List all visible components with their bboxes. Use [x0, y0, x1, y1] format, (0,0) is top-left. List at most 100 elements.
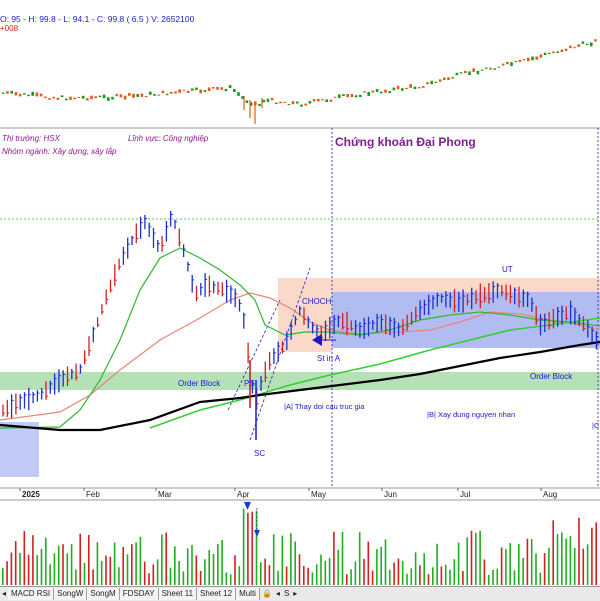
volume-bar [591, 527, 593, 585]
tab-sort-icon[interactable]: S [283, 589, 290, 598]
group-label: Nhóm ngành: Xây dựng, xây lắp [2, 147, 117, 156]
top-candle [577, 44, 580, 47]
top-candle [346, 94, 349, 98]
tab-songw[interactable]: SongW [54, 588, 88, 600]
resistance-zone [278, 278, 600, 292]
volume-bar [556, 534, 559, 585]
channel-line-2 [249, 267, 311, 441]
volume-bar [561, 532, 563, 585]
volume-bar [53, 553, 56, 585]
top-candle [94, 96, 97, 99]
volume-bar [410, 568, 413, 585]
volume-bar [186, 548, 189, 585]
tab-sheet-12[interactable]: Sheet 12 [197, 588, 237, 600]
volume-bar [573, 547, 576, 585]
top-candle [287, 104, 291, 106]
volume-bar [70, 544, 73, 585]
top-candle [338, 94, 341, 98]
volume-bar [45, 537, 47, 585]
top-candle [506, 61, 509, 65]
top-candle [123, 95, 127, 100]
tab-prev-icon[interactable]: ◂ [275, 589, 280, 598]
volume-bar [62, 544, 64, 585]
volume-bar [384, 539, 387, 585]
top-candle [233, 89, 236, 92]
tab-macd-rsi[interactable]: MACD RSI [8, 588, 55, 600]
top-candle [312, 99, 316, 102]
volume-bar [272, 534, 275, 585]
volume-bar [350, 569, 352, 585]
volume-bar [49, 564, 51, 585]
top-candle [371, 90, 375, 93]
volume-bar [376, 549, 378, 585]
top-candle [594, 39, 597, 42]
top-candle [14, 92, 18, 96]
top-candle [39, 93, 43, 97]
top-candle [367, 92, 370, 96]
top-candle [585, 43, 589, 45]
ut-label: UT [502, 265, 513, 274]
tab-next-icon[interactable]: ▸ [293, 589, 298, 598]
lock-icon[interactable]: 🔒 [261, 589, 272, 598]
top-candle [514, 60, 517, 63]
order-block-left-label: Order Block [178, 379, 221, 388]
top-candle [518, 59, 522, 62]
top-candle [443, 77, 446, 81]
top-candle [69, 96, 72, 100]
sheet-tab-bar: ◂ MACD RSI SongW SongM FDSDAY Sheet 11 S… [0, 586, 600, 601]
top-candle [207, 87, 211, 91]
volume-bar [204, 559, 206, 585]
volume-bar [539, 572, 542, 585]
top-candle [132, 93, 135, 98]
volume-bar [358, 532, 361, 585]
volume-bar [535, 553, 537, 585]
top-candle [417, 87, 421, 89]
top-candle [380, 91, 383, 94]
volume-bar [6, 561, 8, 585]
tab-scroll-left-icon[interactable]: ◂ [2, 589, 7, 598]
volume-bar [268, 565, 271, 585]
tab-sheet-11[interactable]: Sheet 11 [158, 588, 198, 600]
ma-lime-line [149, 317, 600, 429]
top-panel: O: 95 - H: 99.8 - L: 94.1 - C: 99.8 ( 6.… [0, 14, 597, 124]
top-candle [590, 42, 593, 47]
phase-b-label: |B| Xay dung nguyen nhan [427, 410, 515, 419]
top-candle [249, 102, 253, 106]
volume-bar [105, 555, 107, 585]
top-candle [342, 94, 345, 96]
volume-bar [522, 558, 524, 585]
tab-multi[interactable]: Multi [236, 588, 260, 600]
volume-bar [143, 561, 146, 585]
top-candle [161, 90, 165, 94]
top-candle [291, 101, 295, 105]
top-candle [401, 88, 404, 91]
top-candle [409, 84, 412, 88]
volume-bar [367, 541, 370, 585]
top-candle [392, 87, 396, 91]
top-candle [325, 99, 328, 103]
volume-bar [217, 544, 219, 585]
tab-songm[interactable]: SongM [87, 588, 120, 600]
top-candle [275, 102, 278, 105]
volume-bar [303, 566, 305, 585]
top-candle [426, 82, 429, 85]
top-candle [186, 90, 190, 93]
top-candle [405, 87, 408, 90]
volume-bar [19, 553, 21, 585]
volume-bar [260, 562, 262, 585]
volume-bar [509, 543, 511, 585]
x-tick-label: Mar [158, 490, 172, 499]
top-candle [153, 94, 156, 96]
top-candle [581, 41, 585, 44]
top-candle [195, 87, 198, 90]
tab-fdsday[interactable]: FDSDAY [119, 588, 159, 600]
volume-bar [324, 560, 327, 585]
volume-bar [126, 554, 129, 585]
volume-bar [191, 545, 193, 585]
volume-bar [436, 543, 438, 585]
top-candle [455, 72, 459, 76]
top-candle [228, 85, 232, 89]
volume-bar [444, 564, 447, 585]
top-candle [136, 94, 139, 97]
